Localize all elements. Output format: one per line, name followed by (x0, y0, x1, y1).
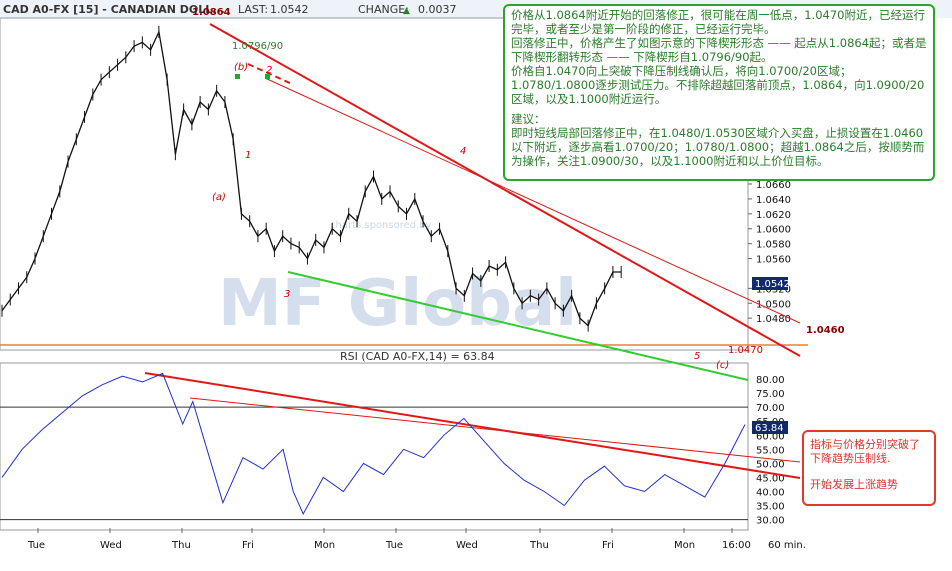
rsi-tick-label: 45.00 (756, 473, 785, 484)
wave-label-a: (a) (212, 192, 226, 203)
x-axis-label: Mon (314, 540, 335, 551)
rsi-tick-label: 60.00 (756, 431, 785, 442)
x-axis-label: Fri (602, 540, 614, 551)
annotation-p3: 价格自1.0470向上突破下降压制线确认后，将向1.0700/20区域；1.07… (511, 64, 925, 106)
change-label: CHANGE: (358, 3, 409, 16)
rsi-trend-secondary (189, 397, 801, 463)
rsi-tick-label: 30.00 (756, 516, 785, 527)
x-axis-label: Wed (456, 540, 478, 551)
x-axis-label: Tue (27, 540, 45, 551)
last-label: LAST: (238, 3, 268, 16)
change-up-icon: ▲ (403, 6, 410, 16)
price-tick-label: 1.0660 (756, 180, 791, 191)
rsi-trend-main (144, 372, 801, 479)
annotation-suggest-title: 建议： (511, 112, 546, 126)
wave-label-c: (c) (716, 360, 729, 371)
price-ticks: 1.04801.05001.05201.05601.05801.06001.06… (756, 180, 791, 325)
wave-label-1: 1 (245, 150, 251, 161)
price-tick-label: 1.0500 (756, 299, 791, 310)
annotation-p2: 回落修正中，价格产生了如图示意的下降楔形形态 —— 起点从1.0864起；或者是… (511, 36, 927, 64)
x-axis-label: Wed (100, 540, 122, 551)
price-tick-label: 1.0600 (756, 225, 791, 236)
change-value: 0.0037 (418, 3, 457, 16)
rsi-tick-label: 35.00 (756, 502, 785, 513)
level-1047-label: 1.0470 (728, 345, 763, 356)
price-tick-label: 1.0640 (756, 195, 791, 206)
x-axis-label: Fri (242, 540, 254, 551)
analysis-annotation-box: 价格从1.0864附近开始的回落修正，很可能在周一低点，1.0470附近，已经运… (503, 4, 935, 181)
x-axis-label: Tue (385, 540, 403, 551)
x-axis-label: Thu (529, 540, 549, 551)
wave-label-4: 4 (460, 146, 466, 157)
rsi-note-line2: 开始发展上涨趋势 (810, 478, 898, 491)
rsi-title: RSI (CAD A0-FX,14) = 63.84 (340, 350, 495, 363)
price-tick-label: 1.0580 (756, 240, 791, 251)
x-axis-label: 16:00 (722, 540, 751, 551)
wedge-secondary-line (264, 77, 801, 324)
last-value: 1.0542 (270, 3, 309, 16)
x-axis-labels: Tue Wed Thu Fri Mon Tue Wed Thu Fri Mon 16:00 60 mi… (27, 528, 806, 551)
price-series-line (1, 29, 622, 327)
symbol-title: CAD A0-FX [15] - CANADIAN DOLL... (3, 3, 225, 16)
price-grid (748, 183, 752, 319)
rsi-tick-label: 55.00 (756, 445, 785, 456)
rsi-last-tag-bg (752, 421, 788, 434)
price-tick-label: 1.0560 (756, 255, 791, 266)
rsi-panel-frame (0, 362, 749, 531)
wave-marker-2 (265, 74, 270, 79)
watermark: MF Global (218, 267, 577, 341)
rsi-tick-label: 80.00 (756, 375, 785, 386)
rsi-note-box: 指标与价格分别突破了下降趋势压制线. 开始发展上涨趋势 (802, 430, 936, 506)
support-line (287, 271, 749, 381)
wave-label-b: (b) (234, 62, 248, 73)
last-price-tag-bg (752, 277, 788, 290)
rsi-tick-label: 75.00 (756, 389, 785, 400)
level-1046-label: 1.0460 (806, 325, 845, 336)
rsi-last-tag: 63.84 (755, 423, 784, 434)
rsi-tick-label: 50.00 (756, 459, 785, 470)
rsi-tick-label: 70.00 (756, 403, 785, 414)
annotation-p4: 即时短线局部回落修正中，在1.0480/1.0530区域介入买盘，止损设置在1.… (511, 126, 925, 168)
rsi-tick-label: 40.00 (756, 487, 785, 498)
price-tick-label: 1.0620 (756, 210, 791, 221)
watermark-url: charts.sponsored.by (330, 220, 432, 231)
top-price-label: 1.0864 (192, 7, 231, 18)
annotation-p1: 价格从1.0864附近开始的回落修正，很可能在周一低点，1.0470附近，已经运… (511, 8, 925, 36)
wave-label-5: 5 (694, 351, 700, 362)
wedge-upper-line (209, 23, 801, 357)
rsi-series (1, 372, 746, 516)
price-series (1, 25, 622, 332)
price-tick-label: 1.0480 (756, 314, 791, 325)
x-axis-label: Mon (674, 540, 695, 551)
wave-label-2: 2 (266, 65, 272, 76)
last-price-tag: 1.0542 (755, 279, 790, 290)
wave-label-3: 3 (284, 289, 290, 300)
wave-marker-b (235, 74, 240, 79)
rsi-grid (0, 406, 748, 521)
wedge-start-label: 1.0796/90 (232, 41, 283, 52)
x-axis-label: Thu (171, 540, 191, 551)
rsi-series-line (1, 372, 746, 516)
x-axis-label: 60 min. (768, 540, 806, 551)
rsi-note-line1: 指标与价格分别突破了下降趋势压制线. (810, 438, 920, 465)
rsi-ticks: 30.0035.0040.0045.0050.0055.0060.0065.00… (756, 375, 785, 527)
